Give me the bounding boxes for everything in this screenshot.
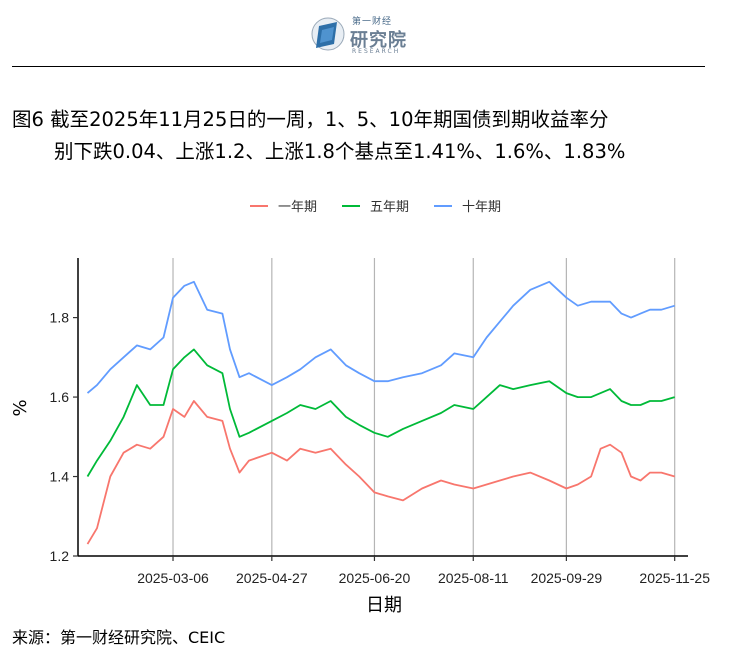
y-axis-title: % — [10, 399, 31, 416]
header-divider — [12, 66, 705, 67]
y-tick-label: 1.8 — [50, 310, 70, 326]
chart-gridlines — [172, 258, 676, 556]
title-line-2: 别下跌0.04、上涨1.2、上涨1.8个基点至1.41%、1.6%、1.83% — [54, 140, 626, 163]
series-line-2 — [86, 348, 675, 477]
research-logo: 第一财经 研究院 RESEARCH — [310, 12, 420, 58]
x-axis-title: 日期 — [366, 595, 402, 616]
logo-sub-text: RESEARCH — [352, 48, 401, 55]
x-tick-label: 2025-09-29 — [531, 570, 603, 586]
y-tick-label: 1.2 — [50, 548, 70, 564]
legend-label-2: 五年期 — [370, 200, 409, 215]
logo-emblem-icon — [311, 17, 345, 51]
x-tick-label: 2025-08-11 — [438, 570, 509, 586]
title-line-1: 图6 截至2025年11月25日的一周，1、5、10年期国债到期收益率分 — [12, 108, 609, 131]
logo-main-text: 研究院 — [350, 30, 407, 51]
y-tick-label: 1.6 — [50, 389, 70, 405]
series-line-1 — [86, 400, 675, 545]
legend-label-3: 十年期 — [462, 200, 501, 215]
series-line-3 — [86, 280, 675, 394]
legend-label-1: 一年期 — [278, 200, 317, 215]
chart-axes: 1.2 1.4 1.6 1.8 2025-03-06 2025-04-27 2025-06-… — [50, 258, 710, 586]
x-tick-label: 2025-06-20 — [339, 570, 411, 586]
x-tick-label: 2025-04-27 — [236, 570, 308, 586]
logo-small-text: 第一财经 — [352, 17, 393, 27]
chart-legend: 一年期 五年期 十年期 — [250, 200, 501, 215]
chart-series — [86, 280, 675, 545]
chart-title: 图6 截至2025年11月25日的一周，1、5、10年期国债到期收益率分 别下跌… — [12, 104, 732, 168]
x-tick-label: 2025-11-25 — [639, 570, 710, 586]
x-tick-label: 2025-03-06 — [137, 570, 209, 586]
y-tick-label: 1.4 — [50, 469, 70, 485]
data-source-note: 来源：第一财经研究院、CEIC — [12, 628, 226, 647]
